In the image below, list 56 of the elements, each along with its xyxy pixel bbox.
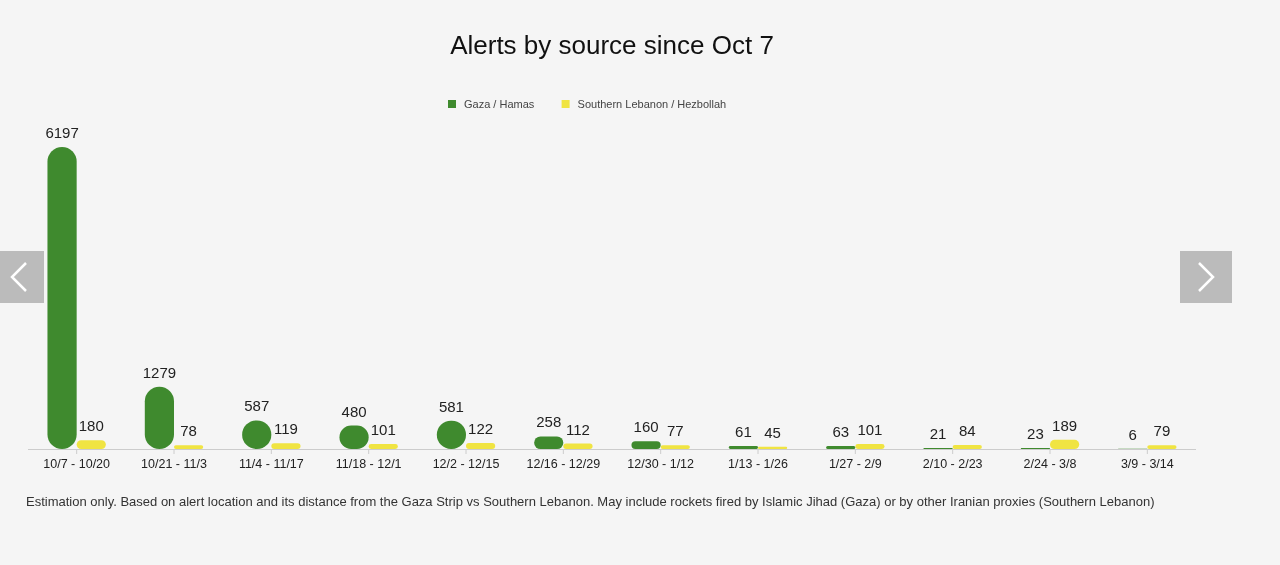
data-label: 119 — [273, 420, 298, 438]
data-label: 581 — [438, 397, 464, 415]
bar — [631, 441, 661, 449]
data-label: 122 — [468, 420, 494, 438]
bar — [855, 444, 885, 449]
x-tick-label: 1/13 - 1/26 — [728, 457, 788, 471]
data-label: 23 — [1027, 424, 1044, 442]
data-label: 258 — [536, 413, 562, 431]
data-label: 160 — [633, 418, 659, 436]
data-label: 79 — [1153, 422, 1171, 440]
x-tick-label: 2/24 - 3/8 — [1023, 457, 1077, 471]
bar — [826, 445, 856, 449]
x-tick-label: 11/18 - 12/1 — [335, 457, 402, 471]
data-label: 101 — [857, 421, 883, 439]
data-label: 61 — [735, 423, 752, 441]
bar — [758, 446, 788, 449]
data-label: 84 — [958, 421, 976, 439]
x-tick-label: 11/4 - 11/17 — [238, 457, 304, 471]
data-label: 45 — [764, 423, 781, 441]
x-tick-label: 12/16 - 12/29 — [526, 457, 601, 471]
data-label: 6197 — [45, 124, 79, 141]
data-label: 63 — [832, 422, 850, 440]
bar — [271, 443, 301, 449]
bar — [466, 443, 496, 449]
x-tick-label: 10/21 - 11/3 — [141, 457, 207, 471]
legend-label: Southern Lebanon / Hezbollah — [577, 98, 727, 110]
x-tick-label: 2/10 - 2/23 — [922, 457, 983, 471]
chart-title: Alerts by source since Oct 7 — [450, 30, 774, 60]
data-label: 180 — [78, 417, 104, 435]
x-tick-label: 1/27 - 2/9 — [828, 457, 882, 471]
x-tick-label: 12/2 - 12/15 — [432, 457, 500, 471]
bar — [534, 436, 564, 449]
text: Estimation only. Based on alert location and its distance from the Gaza Strip vs Southern Lebanon. May include rockets fired by Islamic Jihad (Gaza) or by other Iranian proxies (Southern Lebanon) — [26, 493, 1156, 511]
data-label: 78 — [180, 422, 197, 440]
data-label: 480 — [341, 402, 367, 420]
data-label: 21 — [929, 424, 947, 442]
bar — [368, 444, 398, 449]
data-label: 101 — [370, 421, 396, 439]
bar — [1050, 439, 1080, 449]
data-label: 112 — [565, 420, 590, 438]
data-label: 1279 — [142, 363, 177, 381]
bar — [728, 446, 758, 449]
bar — [1147, 445, 1177, 449]
bar — [660, 445, 690, 449]
data-label: 189 — [1052, 416, 1078, 434]
x-tick-label: 12/30 - 1/12 — [627, 457, 695, 471]
bar — [76, 440, 106, 449]
x-tick-label: 3/9 - 3/14 — [1120, 457, 1174, 471]
data-label: 77 — [666, 422, 684, 440]
data-label: 587 — [244, 397, 270, 415]
bar — [952, 444, 982, 449]
bar — [174, 445, 204, 449]
data-label: 6 — [1128, 425, 1137, 443]
legend-label: Gaza / Hamas — [464, 98, 535, 110]
x-tick-label: 10/7 - 10/20 — [43, 457, 111, 471]
bar — [47, 147, 77, 449]
